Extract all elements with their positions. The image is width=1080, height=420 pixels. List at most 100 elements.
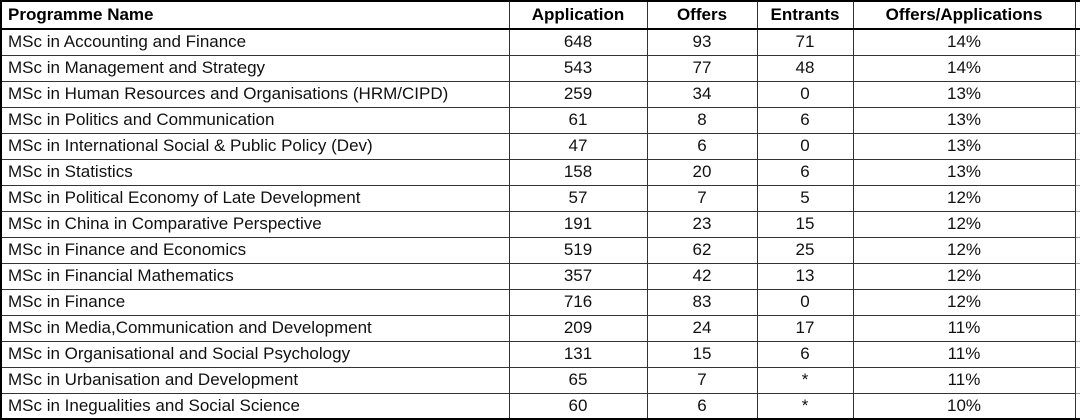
cell-offers: 15 [646,340,758,368]
cell-offers: 7 [646,366,758,394]
column-header-entrants: Entrants [756,0,854,30]
cell-offer-rate: 12% [852,262,1076,290]
cell-programme-name: MSc in Management and Strategy [0,54,510,82]
table-row: MSc in Finance and Economics 519 62 25 12% [0,236,1080,264]
cell-entrants: 15 [756,210,854,238]
right-edge-sliver [1074,80,1080,108]
table-row: MSc in Accounting and Finance 648 93 71 14% [0,28,1080,56]
cell-offers: 62 [646,236,758,264]
cell-application: 543 [508,54,648,82]
cell-application: 57 [508,184,648,212]
cell-offer-rate: 11% [852,314,1076,342]
cell-programme-name: MSc in China in Comparative Perspective [0,210,510,238]
cell-offers: 7 [646,184,758,212]
cell-offers: 77 [646,54,758,82]
right-edge-sliver [1074,210,1080,238]
cell-offer-rate: 13% [852,158,1076,186]
table-row: MSc in Statistics 158 20 6 13% [0,158,1080,186]
cell-application: 61 [508,106,648,134]
column-header-offers: Offers [646,0,758,30]
cell-offer-rate: 13% [852,80,1076,108]
cell-entrants: 25 [756,236,854,264]
cell-application: 259 [508,80,648,108]
cell-entrants: * [756,366,854,394]
column-header-offer-rate: Offers/Applications [852,0,1076,30]
cell-programme-name: MSc in Media,Communication and Developme… [0,314,510,342]
cell-entrants: * [756,392,854,420]
column-header-programme-name: Programme Name [0,0,510,30]
cell-offer-rate: 11% [852,366,1076,394]
cell-programme-name: MSc in Finance and Economics [0,236,510,264]
cell-entrants: 0 [756,80,854,108]
right-edge-sliver [1074,158,1080,186]
cell-application: 60 [508,392,648,420]
cell-entrants: 6 [756,106,854,134]
cell-programme-name: MSc in International Social & Public Pol… [0,132,510,160]
cell-programme-name: MSc in Finance [0,288,510,316]
table-row: MSc in Organisational and Social Psychol… [0,340,1080,368]
right-edge-sliver [1074,288,1080,316]
cell-programme-name: MSc in Political Economy of Late Develop… [0,184,510,212]
cell-offers: 23 [646,210,758,238]
right-edge-sliver [1074,106,1080,134]
table-body: MSc in Accounting and Finance 648 93 71 14% M… [0,28,1080,420]
cell-offer-rate: 11% [852,340,1076,368]
cell-entrants: 71 [756,28,854,56]
cell-programme-name: MSc in Accounting and Finance [0,28,510,56]
cell-offer-rate: 10% [852,392,1076,420]
cell-entrants: 13 [756,262,854,290]
table-row: MSc in Human Resources and Organisations… [0,80,1080,108]
cell-offer-rate: 13% [852,132,1076,160]
cell-offers: 8 [646,106,758,134]
right-edge-sliver [1074,262,1080,290]
right-edge-sliver [1074,54,1080,82]
cell-programme-name: MSc in Financial Mathematics [0,262,510,290]
cell-programme-name: MSc in Statistics [0,158,510,186]
cell-application: 191 [508,210,648,238]
cell-application: 357 [508,262,648,290]
right-edge-sliver [1074,314,1080,342]
cell-application: 519 [508,236,648,264]
cell-offers: 42 [646,262,758,290]
cell-offers: 24 [646,314,758,342]
cell-entrants: 48 [756,54,854,82]
cell-offer-rate: 14% [852,54,1076,82]
cell-offer-rate: 12% [852,210,1076,238]
cell-offer-rate: 12% [852,236,1076,264]
cell-application: 716 [508,288,648,316]
table-row: MSc in Financial Mathematics 357 42 13 12% [0,262,1080,290]
cell-application: 131 [508,340,648,368]
cell-entrants: 6 [756,340,854,368]
table-row: MSc in Management and Strategy 543 77 48 14% [0,54,1080,82]
cell-application: 648 [508,28,648,56]
cell-application: 47 [508,132,648,160]
right-edge-sliver [1074,236,1080,264]
right-edge-sliver [1074,340,1080,368]
right-edge-sliver [1074,184,1080,212]
cell-programme-name: MSc in Urbanisation and Development [0,366,510,394]
table-row: MSc in Urbanisation and Development 65 7 * 1… [0,366,1080,394]
cell-programme-name: MSc in Organisational and Social Psychol… [0,340,510,368]
cell-application: 65 [508,366,648,394]
cell-entrants: 0 [756,132,854,160]
cell-offers: 20 [646,158,758,186]
cell-programme-name: MSc in Human Resources and Organisations… [0,80,510,108]
right-edge-sliver [1074,366,1080,394]
cell-offer-rate: 12% [852,184,1076,212]
cell-entrants: 0 [756,288,854,316]
cell-offers: 83 [646,288,758,316]
table-row: MSc in Politics and Communication 61 8 6 13% [0,106,1080,134]
cell-offer-rate: 12% [852,288,1076,316]
cell-application: 158 [508,158,648,186]
table-row: MSc in International Social & Public Pol… [0,132,1080,160]
cell-entrants: 6 [756,158,854,186]
table-header: Programme Name Application Offers Entrants O… [0,0,1080,30]
right-edge-sliver [1074,28,1080,56]
cell-offer-rate: 13% [852,106,1076,134]
cell-offers: 34 [646,80,758,108]
right-edge-sliver [1074,0,1080,30]
cell-entrants: 5 [756,184,854,212]
table-row: MSc in Political Economy of Late Develop… [0,184,1080,212]
